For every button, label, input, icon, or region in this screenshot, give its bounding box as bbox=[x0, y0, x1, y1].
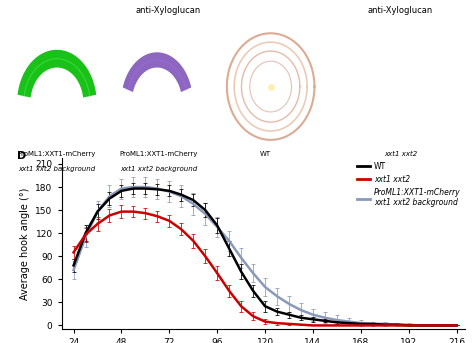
Text: A: A bbox=[11, 24, 20, 34]
Y-axis label: Average hook angle (°): Average hook angle (°) bbox=[20, 187, 30, 300]
Text: ProML1:XXT1-mCherry: ProML1:XXT1-mCherry bbox=[119, 151, 198, 157]
Text: D: D bbox=[18, 151, 27, 161]
Text: xxt1 xxt2 background: xxt1 xxt2 background bbox=[18, 166, 95, 173]
Text: xxt1 xxt2: xxt1 xxt2 bbox=[384, 151, 417, 157]
Polygon shape bbox=[123, 52, 191, 92]
Text: ProML1:XXT1-mCherry: ProML1:XXT1-mCherry bbox=[18, 151, 96, 157]
Text: xxt1 xxt2 background: xxt1 xxt2 background bbox=[120, 166, 197, 173]
Text: C: C bbox=[339, 24, 347, 34]
Text: anti-Xyloglucan: anti-Xyloglucan bbox=[136, 7, 201, 15]
Text: WT: WT bbox=[260, 151, 271, 157]
Text: B: B bbox=[116, 24, 124, 34]
Polygon shape bbox=[18, 50, 96, 97]
Legend: WT, xxt1 xxt2, ProML1:XXT1-mCherry
xxt1 xxt2 background: WT, xxt1 xxt2, ProML1:XXT1-mCherry xxt1 … bbox=[356, 162, 461, 208]
Text: anti-Xyloglucan: anti-Xyloglucan bbox=[368, 7, 433, 15]
